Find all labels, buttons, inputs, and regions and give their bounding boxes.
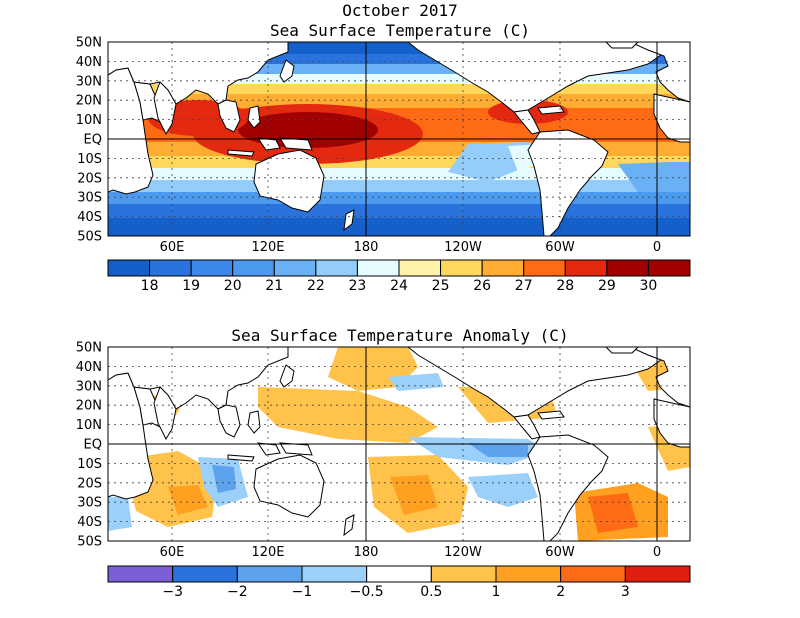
anomaly-map	[107, 346, 691, 542]
colorbar-swatch	[430, 565, 497, 583]
sst-map-title: Sea Surface Temperature (C)	[269, 21, 531, 40]
lat-tick-label: 30S	[77, 496, 102, 511]
lon-tick-label: 60E	[160, 240, 185, 255]
colorbar-swatch	[647, 259, 691, 277]
anomaly-lat-axis: 50N 40N 30N 20N 10N EQ 10S 20S 30S 40S 50S	[76, 341, 102, 550]
colorbar-label: 2	[556, 584, 565, 600]
sst-map	[107, 41, 691, 237]
lat-tick-label: 20N	[76, 94, 102, 109]
lon-tick-label: 180	[354, 545, 379, 560]
lat-tick-label: 10S	[77, 457, 102, 472]
sst-colorbar: 18 19 20 21 22 23 24 25 26 27 28 29 30	[107, 259, 691, 294]
anomaly-colorbar: −3 −2 −1 −0.5 0.5 1 2 3	[107, 565, 691, 600]
lat-tick-label: 30N	[76, 379, 102, 394]
lon-tick-label: 120E	[251, 240, 284, 255]
colorbar-label: −1	[292, 584, 313, 600]
colorbar-label: 19	[182, 278, 200, 294]
colorbar-label: 25	[432, 278, 450, 294]
lon-tick-label: 0	[653, 240, 661, 255]
colorbar-swatch	[495, 565, 562, 583]
colorbar-label: 18	[141, 278, 159, 294]
lat-tick-label: 40S	[77, 515, 102, 530]
colorbar-label: −2	[227, 584, 248, 600]
lat-tick-label: EQ	[84, 438, 102, 453]
colorbar-swatch	[564, 259, 608, 277]
colorbar-swatch	[172, 565, 238, 583]
colorbar-label: 1	[492, 584, 501, 600]
colorbar-label: 21	[265, 278, 283, 294]
colorbar-swatch	[366, 565, 432, 583]
colorbar-label: 20	[224, 278, 242, 294]
lon-tick-label: 120E	[251, 545, 284, 560]
colorbar-label: 28	[556, 278, 574, 294]
colorbar-swatch	[523, 259, 566, 277]
colorbar-label: 24	[390, 278, 408, 294]
colorbar-swatch	[236, 565, 303, 583]
colorbar-label: 23	[349, 278, 367, 294]
colorbar-swatch	[190, 259, 234, 277]
lat-tick-label: 10N	[76, 113, 102, 128]
lat-tick-label: EQ	[84, 133, 102, 148]
colorbar-label: 3	[621, 584, 630, 600]
colorbar-swatch	[232, 259, 275, 277]
colorbar-label: 30	[640, 278, 658, 294]
lat-tick-label: 50S	[77, 535, 102, 550]
figure-title: October 2017	[342, 1, 458, 20]
lat-tick-label: 40S	[77, 210, 102, 225]
colorbar-swatch	[606, 259, 649, 277]
colorbar-swatch	[149, 259, 192, 277]
lon-tick-label: 0	[653, 545, 661, 560]
lat-tick-label: 20S	[77, 476, 102, 491]
colorbar-swatch	[273, 259, 317, 277]
lat-tick-label: 50N	[76, 36, 102, 51]
lat-tick-label: 10S	[77, 152, 102, 167]
colorbar-label: 26	[473, 278, 491, 294]
lat-tick-label: 50S	[77, 230, 102, 245]
lon-tick-label: 60W	[545, 240, 575, 255]
colorbar-swatch	[315, 259, 358, 277]
sst-lon-axis: 60E 120E 180 120W 60W 0	[160, 240, 662, 255]
colorbar-label: 22	[307, 278, 325, 294]
lat-tick-label: 50N	[76, 341, 102, 356]
colorbar-label: 29	[598, 278, 616, 294]
lon-tick-label: 60W	[545, 545, 575, 560]
colorbar-swatch	[624, 565, 691, 583]
colorbar-swatch	[398, 259, 442, 277]
colorbar-swatch	[356, 259, 400, 277]
colorbar-label: 0.5	[420, 584, 442, 600]
lon-tick-label: 120W	[444, 240, 482, 255]
lat-tick-label: 20N	[76, 399, 102, 414]
lat-tick-label: 30N	[76, 74, 102, 89]
colorbar-swatch	[560, 565, 626, 583]
anomaly-lon-axis: 60E 120E 180 120W 60W 0	[160, 545, 662, 560]
lat-tick-label: 30S	[77, 191, 102, 206]
sst-lat-axis: 50N 40N 30N 20N 10N EQ 10S 20S 30S 40S 50S	[76, 36, 102, 245]
anomaly-map-title: Sea Surface Temperature Anomaly (C)	[231, 326, 569, 345]
colorbar-label: −3	[162, 584, 183, 600]
colorbar-swatch	[301, 565, 368, 583]
lat-tick-label: 40N	[76, 360, 102, 375]
colorbar-swatch	[440, 259, 483, 277]
lat-tick-label: 20S	[77, 171, 102, 186]
lon-tick-label: 60E	[160, 545, 185, 560]
colorbar-swatch	[107, 259, 151, 277]
lat-tick-label: 40N	[76, 55, 102, 70]
lat-tick-label: 10N	[76, 418, 102, 433]
colorbar-swatch	[107, 565, 174, 583]
colorbar-label: −0.5	[350, 584, 384, 600]
lon-tick-label: 180	[354, 240, 379, 255]
lon-tick-label: 120W	[444, 545, 482, 560]
colorbar-swatch	[481, 259, 525, 277]
colorbar-label: 27	[515, 278, 533, 294]
